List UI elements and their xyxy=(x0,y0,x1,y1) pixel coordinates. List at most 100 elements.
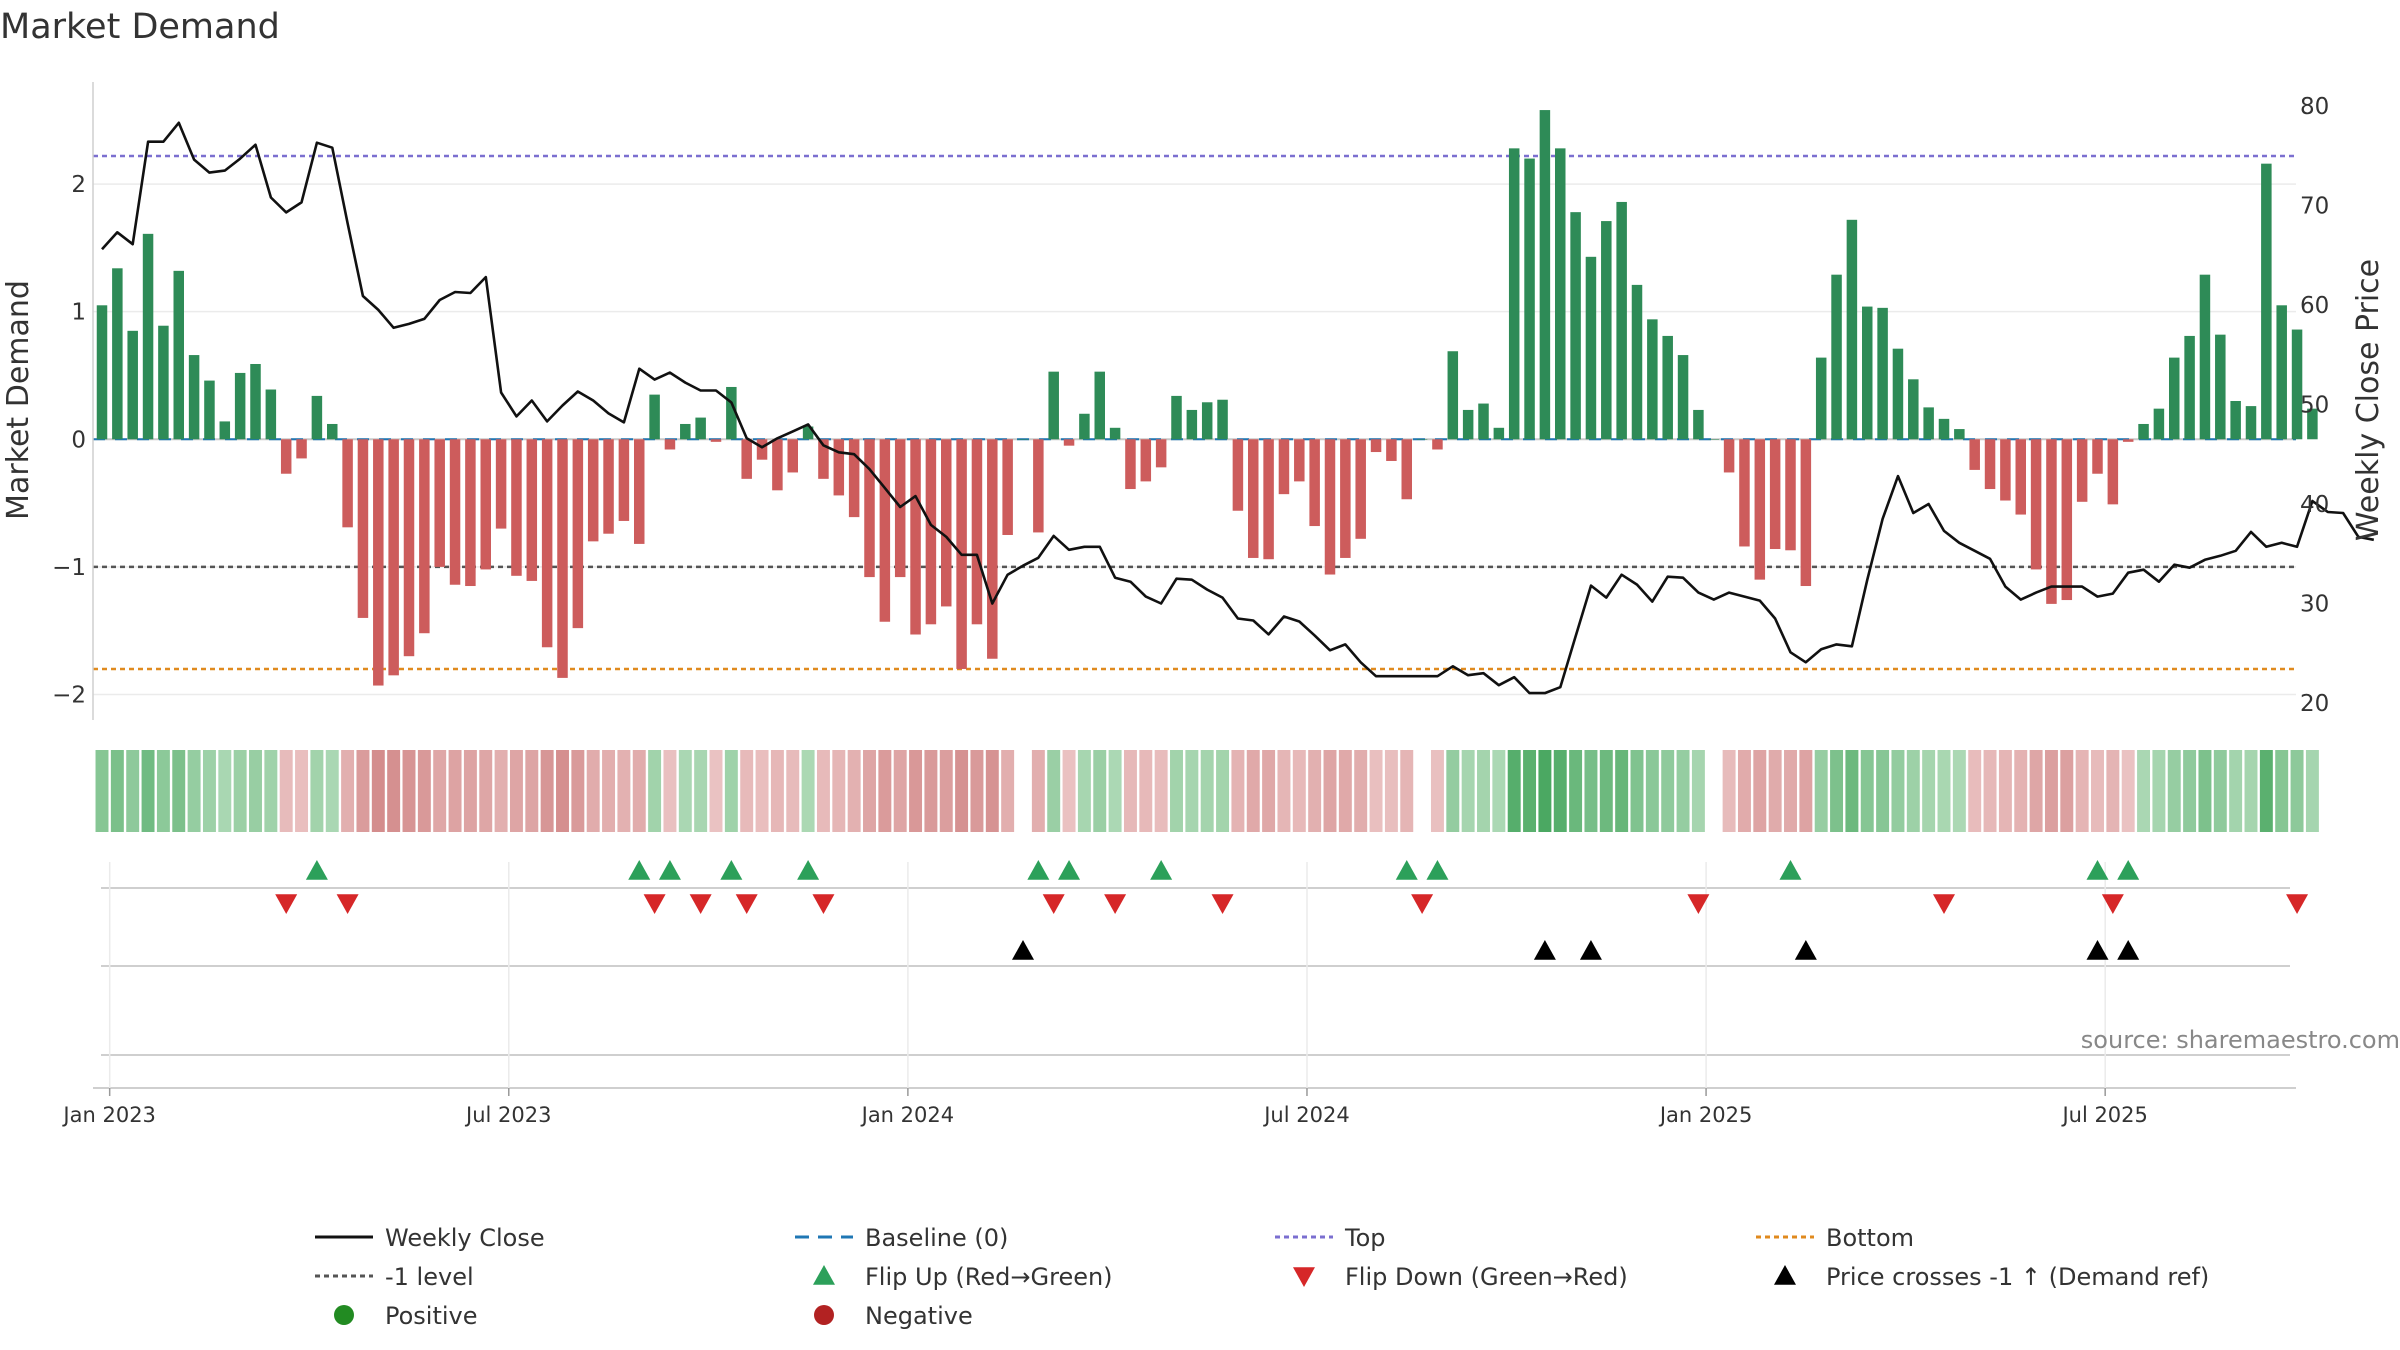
demand-bar-136 xyxy=(2184,335,2195,440)
heat-cell-69 xyxy=(1154,750,1168,832)
demand-bar-13 xyxy=(296,439,307,459)
demand-bar-119 xyxy=(1923,407,1934,440)
price-cross-marker-2 xyxy=(1579,940,1602,960)
demand-bar-55 xyxy=(941,439,952,607)
flip-up-markers xyxy=(305,860,2140,880)
demand-bar-138 xyxy=(2215,334,2226,440)
right-tick-0: 80 xyxy=(2300,94,2329,120)
demand-bar-20 xyxy=(403,439,415,657)
demand-bar-27 xyxy=(511,439,522,576)
flip-up-marker-7 xyxy=(1150,860,1173,880)
heat-cell-127 xyxy=(2044,750,2058,832)
demand-bar-45 xyxy=(787,439,798,473)
demand-bar-113 xyxy=(1831,274,1842,440)
heat-cell-82 xyxy=(1354,750,1368,832)
legend-item-1: Baseline (0) xyxy=(795,1224,1008,1252)
demand-bar-106 xyxy=(1723,439,1735,473)
heat-cell-119 xyxy=(1922,750,1936,832)
heat-cell-140 xyxy=(2244,750,2258,832)
heat-cell-30 xyxy=(556,750,569,832)
demand-bar-70 xyxy=(1171,395,1182,440)
heat-cell-67 xyxy=(1123,750,1137,832)
demand-bar-104 xyxy=(1693,409,1704,440)
heat-cell-51 xyxy=(878,750,892,832)
demand-bars xyxy=(96,110,2318,686)
heat-cell-73 xyxy=(1216,750,1230,832)
left-tick-1: 1 xyxy=(71,300,86,326)
heat-cell-98 xyxy=(1599,750,1613,832)
heat-cell-134 xyxy=(2152,750,2166,832)
demand-bar-47 xyxy=(818,439,829,479)
right-tick-3: 50 xyxy=(2300,392,2329,418)
demand-bar-43 xyxy=(756,439,768,460)
demand-bar-67 xyxy=(1125,439,1136,490)
demand-bar-37 xyxy=(664,439,676,450)
demand-bar-142 xyxy=(2276,305,2287,440)
demand-bar-4 xyxy=(158,325,169,440)
heat-cell-130 xyxy=(2091,750,2104,832)
flip-up-marker-10 xyxy=(1779,860,1802,880)
heat-cell-13 xyxy=(295,750,309,832)
heat-cell-126 xyxy=(2029,750,2043,832)
demand-bar-93 xyxy=(1524,158,1535,440)
demand-bar-99 xyxy=(1616,201,1627,440)
demand-bar-65 xyxy=(1094,371,1105,440)
legend-label-8: Positive xyxy=(385,1302,478,1330)
heat-cell-34 xyxy=(617,750,631,832)
heat-cell-144 xyxy=(2305,750,2319,832)
demand-bar-31 xyxy=(572,439,584,629)
legend-swatch-7 xyxy=(1774,1265,1796,1285)
flip-down-marker-7 xyxy=(1104,894,1127,914)
heat-cell-21 xyxy=(417,750,431,832)
flip-down-marker-0 xyxy=(275,894,298,914)
flip-up-marker-4 xyxy=(797,860,820,880)
heat-cell-93 xyxy=(1523,750,1537,832)
heat-cell-125 xyxy=(2014,750,2028,832)
demand-bar-19 xyxy=(388,439,399,676)
heat-cell-41 xyxy=(724,750,738,832)
legend-label-3: Bottom xyxy=(1826,1224,1914,1252)
right-tick-2: 60 xyxy=(2300,293,2329,319)
demand-bar-112 xyxy=(1815,357,1827,440)
flip-down-marker-12 xyxy=(2101,894,2124,914)
demand-bar-28 xyxy=(526,439,538,581)
price-cross-marker-1 xyxy=(1533,940,1556,960)
main-panel: 2 1 0 −1 −2 80 70 60 50 40 30 20 Market Demand Wee… xyxy=(1,82,2386,720)
heat-cell-71 xyxy=(1185,750,1199,832)
flip-down-marker-11 xyxy=(1933,894,1955,914)
heat-cell-33 xyxy=(602,750,616,832)
heat-cell-143 xyxy=(2290,750,2304,832)
demand-bar-101 xyxy=(1647,319,1658,440)
heat-cell-50 xyxy=(863,750,876,832)
heat-cell-94 xyxy=(1538,750,1552,832)
heat-cell-46 xyxy=(801,750,815,832)
heat-cell-4 xyxy=(156,750,170,832)
demand-bar-107 xyxy=(1739,439,1750,547)
demand-bar-30 xyxy=(557,439,568,678)
right-tick-4: 40 xyxy=(2300,492,2329,518)
demand-bar-49 xyxy=(848,439,860,518)
heat-cell-17 xyxy=(356,750,370,832)
demand-bar-72 xyxy=(1201,402,1213,440)
signal-panels xyxy=(93,860,2309,1090)
demand-bar-8 xyxy=(219,421,231,440)
legend-item-3: Bottom xyxy=(1756,1224,1914,1252)
legend-swatch-8 xyxy=(334,1305,354,1325)
legend-label-7: Price crosses -1 ↑ (Demand ref) xyxy=(1826,1263,2209,1291)
price-cross-markers xyxy=(1012,940,2140,960)
demand-bar-16 xyxy=(342,439,353,528)
heat-cell-110 xyxy=(1784,750,1797,832)
demand-bar-24 xyxy=(465,439,476,587)
demand-bar-130 xyxy=(2092,439,2103,474)
demand-bar-76 xyxy=(1263,439,1274,560)
demand-bar-133 xyxy=(2138,423,2149,440)
demand-bar-41 xyxy=(726,386,737,440)
legend-swatch-6 xyxy=(1293,1267,1315,1287)
flip-down-marker-8 xyxy=(1211,894,1234,914)
legend-swatch-9 xyxy=(814,1305,834,1325)
legend-label-0: Weekly Close xyxy=(385,1224,545,1252)
heat-cell-77 xyxy=(1277,750,1291,832)
heat-cell-49 xyxy=(847,750,861,832)
price-cross-marker-4 xyxy=(2086,940,2109,960)
heat-cell-2 xyxy=(126,750,140,832)
